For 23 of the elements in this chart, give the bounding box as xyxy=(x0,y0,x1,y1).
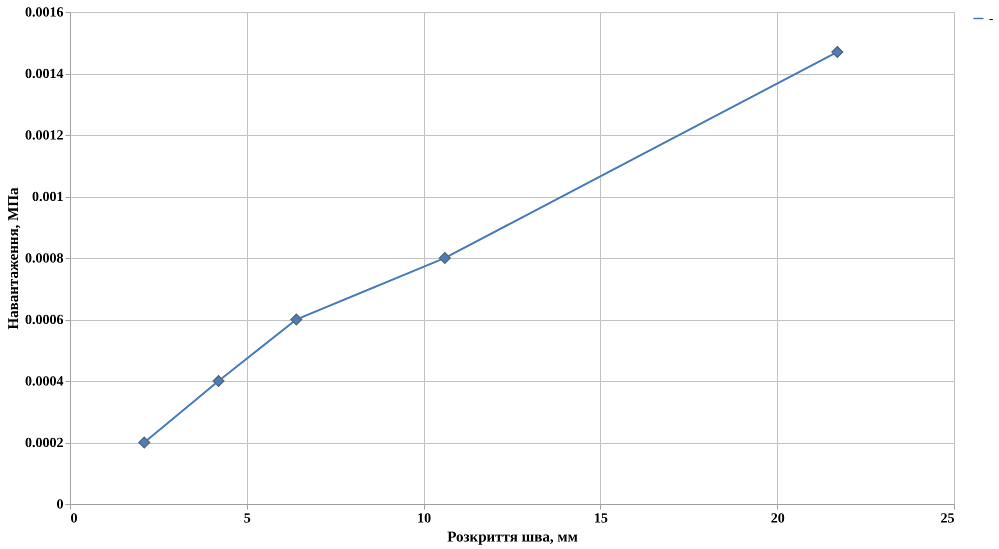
x-tick-label: 15 xyxy=(594,512,608,526)
y-tick-label: 0.0002 xyxy=(25,436,64,451)
x-tick-label: 20 xyxy=(770,512,785,526)
x-tick-label: 25 xyxy=(940,512,954,526)
point xyxy=(831,46,844,58)
point xyxy=(438,252,451,264)
point xyxy=(212,375,225,387)
x-tick-label: 10 xyxy=(417,512,432,526)
legend-label: - xyxy=(989,10,994,26)
y-tick-label: 0.001 xyxy=(32,190,64,205)
y-tick-label: 0.0004 xyxy=(25,374,64,390)
y-tick-label: 0.0012 xyxy=(25,128,64,144)
x-tick-label: 0 xyxy=(70,512,78,526)
point xyxy=(290,314,302,326)
y-tick-label: 0.0016 xyxy=(25,6,64,20)
y-tick-label: 0 xyxy=(56,498,64,512)
y-tick-label: 0.0014 xyxy=(25,67,64,82)
x-axis-title: Розкриття шва, мм xyxy=(447,530,578,546)
y-tick-label: 0.0006 xyxy=(25,313,64,328)
y-tick-label: 0.0008 xyxy=(25,252,64,266)
point xyxy=(138,436,150,448)
y-axis-title: Навантаження, МПа xyxy=(6,186,22,330)
x-tick-label: 5 xyxy=(244,512,251,526)
